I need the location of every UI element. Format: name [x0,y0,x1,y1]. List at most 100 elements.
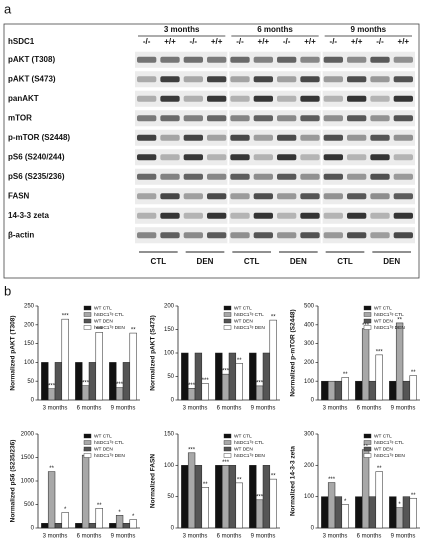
protein-label: p-mTOR (S2448) [8,133,70,142]
blot-band [277,56,297,63]
blot-band [183,193,203,200]
x-tick-label: 9 months [111,534,136,540]
blot-band [230,173,250,180]
blot-band [370,115,390,122]
blot-band [370,193,390,200]
legend-swatch [223,318,232,324]
significance: *** [222,460,230,466]
bar [201,487,209,529]
legend-label: WT DEN [234,318,253,324]
blot-band [137,115,157,122]
blot-band [183,154,203,161]
significance: ** [237,358,242,364]
legend-swatch [223,446,232,452]
blot-band [183,173,203,180]
x-tick-label: 6 months [357,534,382,540]
blot-band [300,212,320,219]
bar [95,508,103,529]
blot-band [160,173,180,180]
x-tick-label: 6 months [357,406,382,412]
bar [54,523,63,529]
significance: *** [96,327,104,333]
blot-band [137,173,157,180]
bar [201,383,209,401]
bar [122,362,131,401]
significance: * [118,510,121,516]
y-tick-label: 100 [304,379,315,385]
legend-swatch [223,325,232,330]
x-tick-label: 3 months [43,406,68,412]
legend-label: WT DEN [94,446,113,452]
bar [375,471,383,529]
blot-band [230,212,250,219]
blot-band [347,95,367,102]
significance: ** [203,482,208,488]
blot-band [393,76,413,83]
blot-band [183,56,203,63]
blot-band [323,154,343,161]
x-tick-label: 9 months [251,534,276,540]
blot-band [277,212,297,219]
x-tick-label: 9 months [391,534,416,540]
protein-label: panAKT [8,94,39,103]
blot-band [323,95,343,102]
y-axis-title: Normalized pAKT (S473) [150,315,157,391]
treatment-label: DEN [197,257,214,266]
blot-band [277,76,297,83]
blot-band [393,134,413,141]
legend-label: hSDC1ᵀᵍ DEN [234,325,265,331]
significance: *** [256,494,264,500]
blot-band [207,56,227,63]
y-tick-label: 200 [164,304,175,310]
legend-swatch [83,446,92,452]
y-tick-label: 300 [304,341,315,347]
significance: *** [116,382,124,388]
blot-band [323,173,343,180]
bar [361,449,370,529]
blot-band [300,56,320,63]
blot-band [253,115,273,122]
significance: *** [48,383,56,389]
significance: * [344,499,347,505]
legend-swatch [363,446,372,452]
blot-band [160,115,180,122]
blot-band [183,76,203,83]
legend-label: WT DEN [374,446,393,452]
significance: ** [343,372,348,378]
blot-band [253,173,273,180]
bar [262,465,271,529]
bar [187,452,196,529]
bar [95,332,103,401]
bar [75,362,83,401]
y-tick-label: 100 [304,494,315,500]
bar [389,496,397,529]
legend-label: hSDC1ᵀᵍ DEN [374,325,405,331]
significance: *** [376,349,384,355]
y-tick-label: 100 [164,351,175,357]
blot-band [300,173,320,180]
blot-band [323,56,343,63]
significance: ** [131,328,136,334]
legend-swatch [223,433,232,439]
bar [255,385,264,401]
bar [321,496,329,529]
blot-band [300,232,320,239]
genotype-label: hSDC1 [8,37,35,46]
genotype: -/- [376,37,384,46]
bar [115,515,124,529]
y-tick-label: 200 [304,463,315,469]
legend-swatch [363,433,372,439]
genotype: -/- [143,37,151,46]
blot-band [323,193,343,200]
y-tick-label: 0 [171,398,175,404]
x-tick-label: 6 months [217,534,242,540]
blot-band [277,173,297,180]
bar [47,388,56,401]
blot-band [207,212,227,219]
blot-strip [135,51,415,68]
legend-label: hSDC1ᵀᵍ CTL [234,312,264,318]
blot-band [300,154,320,161]
legend-label: hSDC1ᵀᵍ CTL [374,312,404,318]
bar [361,328,370,401]
